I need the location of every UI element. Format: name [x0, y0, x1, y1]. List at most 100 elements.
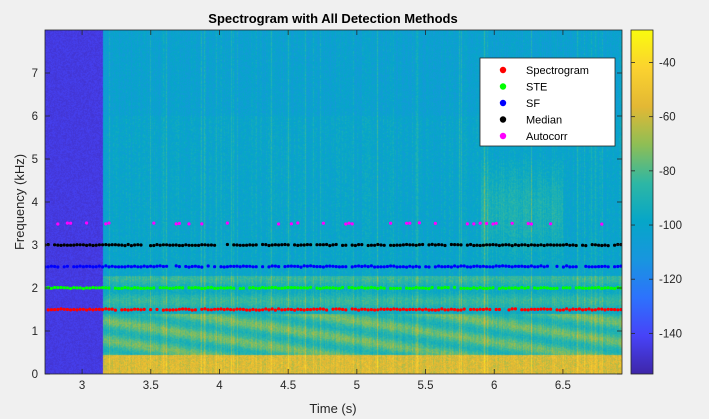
detection-point — [97, 264, 101, 268]
detection-point — [513, 264, 518, 268]
detection-point — [158, 243, 162, 247]
detection-point — [104, 243, 108, 247]
detection-point — [533, 265, 537, 269]
detection-point — [184, 243, 188, 247]
detection-point — [555, 286, 559, 290]
detection-point — [225, 286, 229, 290]
y-tick-label: 2 — [32, 283, 38, 295]
detection-point — [152, 286, 156, 290]
legend-marker — [499, 116, 507, 123]
detection-point — [472, 243, 476, 248]
detection-point — [481, 243, 485, 247]
detection-point — [337, 307, 341, 311]
detection-point — [600, 264, 604, 269]
detection-point — [581, 243, 585, 247]
detection-markers — [45, 221, 622, 312]
detection-point — [584, 286, 588, 290]
detection-point — [481, 307, 485, 312]
detection-point — [241, 307, 245, 311]
x-tick-label: 6 — [491, 380, 497, 392]
detection-point — [277, 286, 281, 290]
detection-point — [238, 286, 242, 291]
detection-point — [280, 286, 284, 290]
detection-point — [517, 286, 521, 290]
detection-point — [286, 264, 290, 268]
detection-point — [187, 307, 191, 311]
detection-point — [453, 308, 457, 312]
detection-point — [350, 307, 354, 311]
detection-point — [449, 265, 453, 269]
detection-point — [78, 307, 82, 311]
detection-point — [539, 243, 543, 247]
detection-point — [485, 243, 489, 247]
detection-point — [238, 307, 242, 311]
detection-point — [606, 244, 610, 248]
detection-point — [283, 308, 287, 312]
detection-point — [504, 264, 508, 268]
detection-point — [542, 265, 546, 269]
detection-point — [590, 286, 594, 290]
detection-point — [232, 264, 236, 268]
detection-point — [488, 307, 492, 312]
detection-point — [376, 286, 380, 291]
detection-point — [523, 265, 527, 269]
detection-point — [459, 264, 463, 268]
detection-point — [283, 242, 287, 247]
detection-point — [392, 286, 396, 290]
detection-point — [104, 286, 108, 290]
detection-point — [280, 243, 284, 247]
detection-point — [469, 287, 473, 291]
detection-point — [520, 285, 524, 290]
detection-point — [190, 286, 194, 290]
detection-point — [177, 286, 181, 290]
detection-point — [603, 286, 607, 290]
detection-point — [321, 286, 325, 290]
detection-point — [593, 265, 598, 269]
detection-point — [549, 243, 553, 247]
detection-point — [529, 243, 534, 247]
detection-point — [126, 264, 130, 268]
detection-point — [158, 286, 162, 290]
detection-point — [97, 243, 101, 247]
detection-point — [129, 244, 133, 248]
detection-point — [331, 286, 335, 290]
detection-point — [376, 242, 380, 247]
detection-point — [75, 286, 79, 290]
detection-point — [136, 307, 140, 311]
detection-point — [264, 286, 268, 290]
detection-point — [309, 243, 313, 247]
detection-point — [603, 264, 607, 268]
detection-point — [187, 286, 191, 290]
detection-point — [123, 265, 127, 269]
detection-point — [571, 243, 575, 247]
detection-point — [254, 286, 258, 290]
colorbar-tick-label: -140 — [659, 328, 682, 340]
detection-point — [75, 308, 79, 312]
series-ste-markers — [45, 285, 622, 291]
detection-point — [78, 264, 82, 268]
legend-marker — [499, 99, 507, 107]
detection-point — [613, 265, 617, 269]
detection-point — [437, 308, 441, 312]
detection-point — [69, 308, 73, 312]
detection-point — [139, 243, 143, 247]
detection-point — [603, 243, 607, 247]
detection-point — [414, 243, 418, 247]
detection-point — [161, 243, 165, 247]
detection-point — [241, 264, 245, 268]
detection-point — [241, 243, 245, 247]
detection-point — [523, 243, 527, 247]
detection-point — [152, 221, 156, 225]
detection-point — [286, 307, 290, 311]
detection-point — [200, 286, 204, 291]
detection-point — [574, 243, 578, 248]
detection-point — [462, 286, 466, 290]
detection-point — [289, 222, 293, 226]
detection-point — [136, 265, 140, 269]
detection-point — [619, 264, 622, 268]
detection-point — [65, 243, 69, 247]
detection-point — [510, 286, 514, 290]
detection-point — [184, 264, 188, 269]
detection-point — [101, 286, 105, 290]
colorbar-tick-label: -60 — [659, 112, 676, 124]
